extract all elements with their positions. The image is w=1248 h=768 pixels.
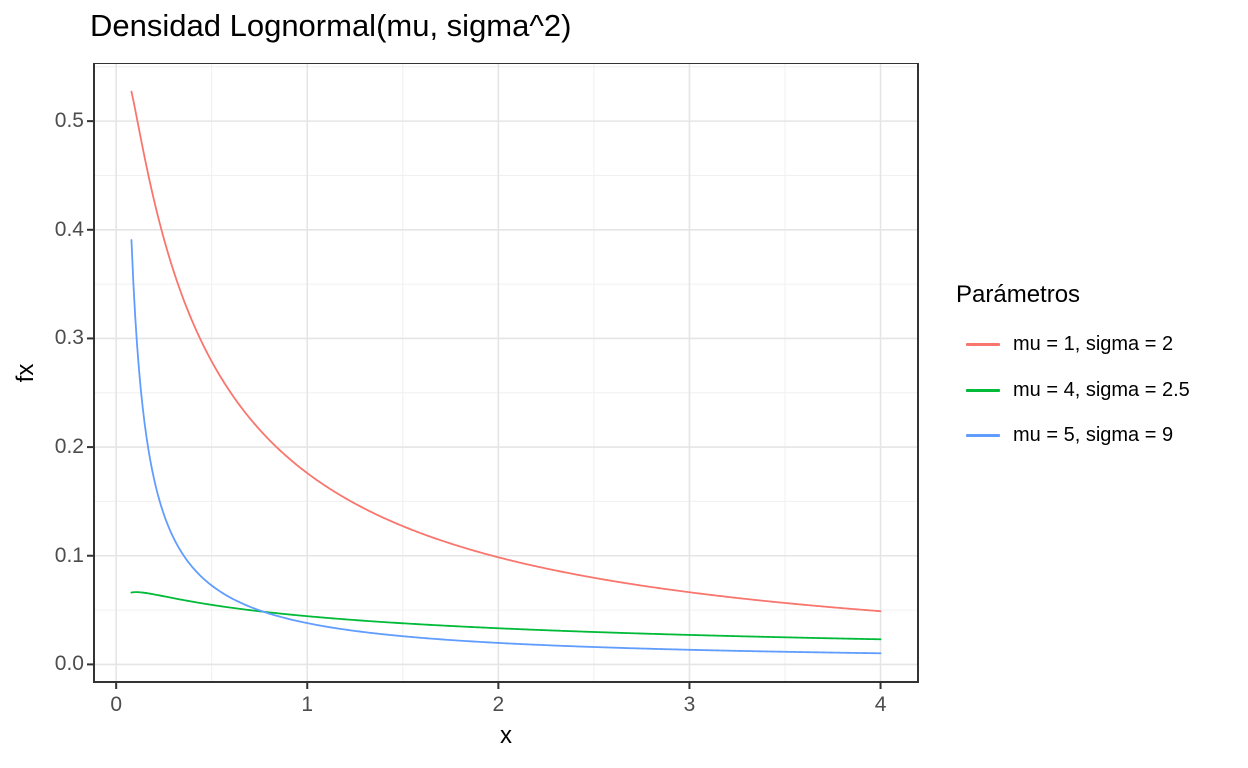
legend-item-label: mu = 5, sigma = 9: [1013, 424, 1174, 447]
panel-background: [94, 63, 918, 682]
chart-title: Densidad Lognormal(mu, sigma^2): [90, 8, 572, 43]
legend: Parámetros mu = 1, sigma = 2 mu = 4, sigm…: [956, 281, 1248, 459]
x-tick-label: 1: [301, 693, 314, 716]
x-tick-label: 2: [492, 693, 505, 716]
x-tick-label: 0: [110, 693, 122, 716]
panel-border: [93, 63, 919, 683]
y-tick-label: 0.4: [54, 217, 84, 241]
y-tick-label: 0.0: [54, 652, 84, 676]
x-tick-label: 4: [874, 693, 887, 716]
legend-key-line: [966, 343, 1000, 347]
x-axis-title: x: [500, 722, 512, 749]
y-tick-label: 0.1: [54, 543, 84, 567]
x-tick-label: 3: [683, 693, 696, 716]
y-tick-label: 0.3: [54, 326, 84, 350]
legend-item-label: mu = 4, sigma = 2.5: [1013, 378, 1190, 401]
y-tick-label: 0.5: [54, 109, 84, 133]
y-tick-label: 0.2: [54, 435, 84, 459]
legend-title: Parámetros: [956, 281, 1081, 308]
legend-item-2: mu = 5, sigma = 9: [956, 413, 1248, 459]
legend-items: mu = 1, sigma = 2 mu = 4, sigma = 2.5 mu =…: [956, 322, 1248, 459]
legend-key-line: [966, 434, 1000, 438]
series-line-1: [130, 591, 882, 641]
series-line-2: [130, 239, 882, 655]
plot-panel: [87, 63, 919, 689]
legend-item-1: mu = 4, sigma = 2.5: [956, 368, 1248, 414]
series-line-0: [130, 90, 882, 613]
legend-item-label: mu = 1, sigma = 2: [1013, 333, 1174, 356]
legend-key-line: [966, 388, 1000, 392]
legend-item-0: mu = 1, sigma = 2: [956, 322, 1248, 368]
